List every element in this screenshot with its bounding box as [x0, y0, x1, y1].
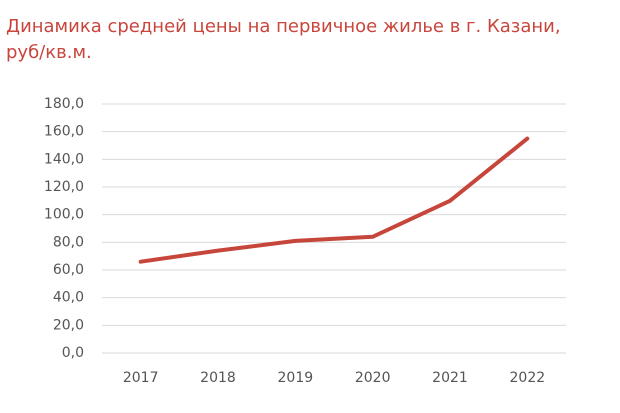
y-tick-label: 180,0: [44, 96, 84, 112]
y-tick-label: 120,0: [44, 179, 84, 195]
y-tick-label: 0,0: [62, 345, 84, 361]
y-tick-label: 100,0: [44, 207, 84, 223]
x-tick-label: 2022: [510, 370, 546, 386]
x-tick-label: 2021: [432, 370, 468, 386]
x-tick-label: 2018: [200, 370, 236, 386]
y-tick-label: 20,0: [53, 317, 84, 333]
y-tick-label: 40,0: [53, 290, 84, 306]
x-tick-label: 2020: [355, 370, 391, 386]
y-tick-label: 80,0: [53, 234, 84, 250]
x-tick-label: 2017: [123, 370, 159, 386]
y-tick-label: 60,0: [53, 262, 84, 278]
y-tick-label: 160,0: [44, 124, 84, 140]
x-tick-label: 2019: [278, 370, 314, 386]
y-tick-label: 140,0: [44, 151, 84, 167]
chart-title: Динамика средней цены на первичное жилье…: [6, 16, 561, 63]
line: [138, 136, 530, 264]
